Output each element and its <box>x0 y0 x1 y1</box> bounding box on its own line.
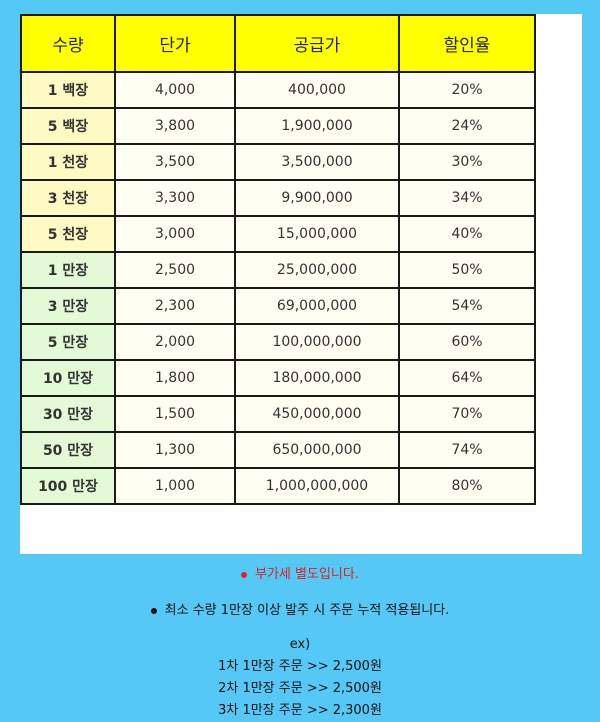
discount-rate-cell: 34% <box>398 179 536 217</box>
supply-price-cell: 400,000 <box>234 71 400 109</box>
supply-price-cell: 180,000,000 <box>234 359 400 397</box>
discount-rate-cell: 70% <box>398 395 536 433</box>
discount-rate-cell: 30% <box>398 143 536 181</box>
table-row: 3 천장 3,300 9,900,000 34% <box>20 179 536 217</box>
min-order-note-text: 최소 수량 1만장 이상 발주 시 주문 누적 적용됩니다. <box>164 603 450 618</box>
price-table: 수량 단가 공급가 할인율 1 백장 4,000 400,000 20% 5 백장 3,8… <box>20 14 536 505</box>
header-quantity: 수량 <box>20 14 116 73</box>
example-label: ex) <box>289 637 311 652</box>
discount-rate-cell: 74% <box>398 431 536 469</box>
unit-price-cell: 1,500 <box>114 395 236 433</box>
example-line-2: 2차 1만장 주문 >> 2,500원 <box>218 681 382 696</box>
table-row: 10 만장 1,800 180,000,000 64% <box>20 359 536 397</box>
table-row: 3 만장 2,300 69,000,000 54% <box>20 287 536 325</box>
unit-price-cell: 1,300 <box>114 431 236 469</box>
quantity-cell: 30 만장 <box>20 395 116 433</box>
table-row: 1 백장 4,000 400,000 20% <box>20 71 536 109</box>
table-row: 1 천장 3,500 3,500,000 30% <box>20 143 536 181</box>
supply-price-cell: 25,000,000 <box>234 251 400 289</box>
vat-note: 부가세 별도입니다. <box>0 562 600 588</box>
supply-price-cell: 15,000,000 <box>234 215 400 253</box>
unit-price-cell: 2,000 <box>114 323 236 361</box>
supply-price-cell: 3,500,000 <box>234 143 400 181</box>
quantity-cell: 5 백장 <box>20 107 116 145</box>
unit-price-cell: 2,500 <box>114 251 236 289</box>
table-row: 100 만장 1,000 1,000,000,000 80% <box>20 467 536 505</box>
unit-price-cell: 1,000 <box>114 467 236 505</box>
discount-rate-cell: 60% <box>398 323 536 361</box>
quantity-cell: 1 만장 <box>20 251 116 289</box>
table-header-row: 수량 단가 공급가 할인율 <box>20 14 536 73</box>
table-row: 5 만장 2,000 100,000,000 60% <box>20 323 536 361</box>
supply-price-cell: 100,000,000 <box>234 323 400 361</box>
quantity-cell: 10 만장 <box>20 359 116 397</box>
notes-section: 부가세 별도입니다. 최소 수량 1만장 이상 발주 시 주문 누적 적용됩니다… <box>0 562 600 722</box>
discount-rate-cell: 50% <box>398 251 536 289</box>
discount-rate-cell: 24% <box>398 107 536 145</box>
quantity-cell: 100 만장 <box>20 467 116 505</box>
header-supply-price: 공급가 <box>234 14 400 73</box>
unit-price-cell: 3,000 <box>114 215 236 253</box>
quantity-cell: 50 만장 <box>20 431 116 469</box>
supply-price-cell: 450,000,000 <box>234 395 400 433</box>
unit-price-cell: 3,500 <box>114 143 236 181</box>
quantity-cell: 5 만장 <box>20 323 116 361</box>
header-discount-rate: 할인율 <box>398 14 536 73</box>
vat-note-text: 부가세 별도입니다. <box>255 567 359 582</box>
unit-price-cell: 3,300 <box>114 179 236 217</box>
supply-price-cell: 69,000,000 <box>234 287 400 325</box>
quantity-cell: 5 천장 <box>20 215 116 253</box>
discount-rate-cell: 54% <box>398 287 536 325</box>
table-row: 5 천장 3,000 15,000,000 40% <box>20 215 536 253</box>
unit-price-cell: 2,300 <box>114 287 236 325</box>
quantity-cell: 3 만장 <box>20 287 116 325</box>
supply-price-cell: 1,900,000 <box>234 107 400 145</box>
supply-price-cell: 650,000,000 <box>234 431 400 469</box>
supply-price-cell: 1,000,000,000 <box>234 467 400 505</box>
discount-rate-cell: 64% <box>398 359 536 397</box>
table-row: 50 만장 1,300 650,000,000 74% <box>20 431 536 469</box>
unit-price-cell: 1,800 <box>114 359 236 397</box>
unit-price-cell: 3,800 <box>114 107 236 145</box>
min-order-note: 최소 수량 1만장 이상 발주 시 주문 누적 적용됩니다. <box>0 598 600 624</box>
discount-rate-cell: 80% <box>398 467 536 505</box>
discount-rate-cell: 20% <box>398 71 536 109</box>
example-block: ex) 1차 1만장 주문 >> 2,500원 2차 1만장 주문 >> 2,5… <box>0 634 600 722</box>
table-row: 1 만장 2,500 25,000,000 50% <box>20 251 536 289</box>
discount-rate-cell: 40% <box>398 215 536 253</box>
quantity-cell: 3 천장 <box>20 179 116 217</box>
table-row: 5 백장 3,800 1,900,000 24% <box>20 107 536 145</box>
unit-price-cell: 4,000 <box>114 71 236 109</box>
bullet-icon <box>150 607 157 614</box>
header-unit-price: 단가 <box>114 14 236 73</box>
supply-price-cell: 9,900,000 <box>234 179 400 217</box>
example-line-1: 1차 1만장 주문 >> 2,500원 <box>218 659 382 674</box>
quantity-cell: 1 천장 <box>20 143 116 181</box>
quantity-cell: 1 백장 <box>20 71 116 109</box>
table-row: 30 만장 1,500 450,000,000 70% <box>20 395 536 433</box>
bullet-icon <box>241 571 248 578</box>
example-line-3: 3차 1만장 주문 >> 2,300원 <box>218 703 382 718</box>
